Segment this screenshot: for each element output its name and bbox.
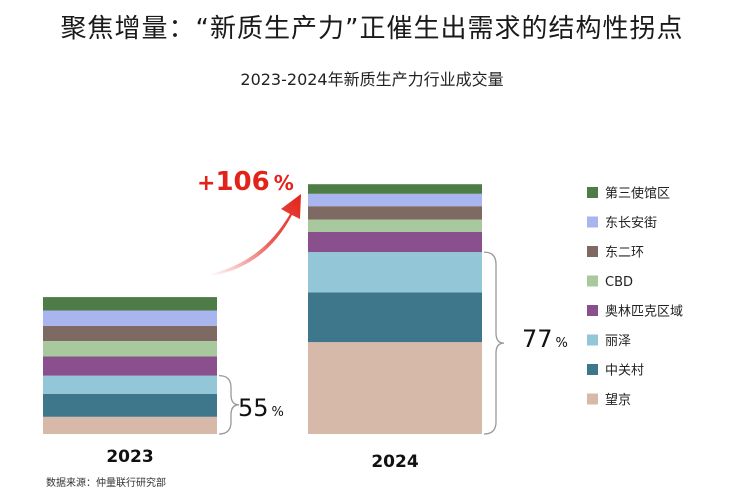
share-2024-unit: %: [556, 336, 568, 351]
legend-swatch-2: [587, 246, 598, 257]
data-source: 数据来源：仲量联行研究部: [46, 478, 166, 489]
bar-segment-2024-6: [308, 193, 482, 207]
legend-label-7: 望京: [605, 392, 631, 408]
share-2023-unit: %: [272, 405, 284, 420]
growth-arrow-icon: [210, 194, 301, 276]
legend-swatch-0: [587, 187, 598, 198]
share-2023-value: 55: [238, 394, 269, 422]
growth-label: +106%: [197, 167, 294, 197]
legend-label-3: CBD: [605, 275, 633, 290]
brace-2024: [483, 251, 505, 435]
bar-segment-2024-4: [308, 219, 482, 232]
bar-segment-2024-3: [308, 232, 482, 253]
legend-label-4: 奥林匹克区域: [605, 305, 683, 320]
category-label-2023: 2023: [106, 447, 153, 467]
bar-segment-2023-1: [43, 393, 217, 417]
chart-title: 2023-2024年新质生产力行业成交量: [240, 70, 504, 89]
bar-segment-2023-4: [43, 341, 217, 357]
bar-segment-2024-0: [308, 342, 482, 434]
bar-segment-2023-0: [43, 416, 217, 434]
legend-label-5: 丽泽: [605, 334, 631, 349]
legend-label-2: 东二环: [605, 246, 644, 261]
bar-segment-2024-5: [308, 206, 482, 220]
legend-swatch-3: [587, 275, 598, 287]
bar-segment-2023-3: [43, 356, 217, 376]
bar-segment-2023-7: [43, 297, 217, 311]
share-2023-label: 55%: [238, 394, 284, 422]
growth-value: 106: [215, 167, 269, 197]
bar-segment-2024-7: [308, 184, 482, 194]
growth-unit: %: [274, 171, 294, 195]
legend-label-0: 第三使馆区: [605, 186, 670, 202]
growth-sign: +: [197, 171, 215, 196]
legend-label-6: 中关村: [605, 364, 644, 379]
share-2024-value: 77: [522, 325, 553, 353]
share-2024-label: 77%: [522, 325, 568, 353]
page-title: 聚焦增量：“新质生产力”正催生出需求的结构性拐点: [60, 14, 684, 44]
brace-2023: [218, 374, 240, 435]
legend-swatch-5: [587, 334, 598, 346]
bar-segment-2024-1: [308, 292, 482, 343]
legend-swatch-6: [587, 364, 598, 375]
bar-segment-2024-2: [308, 252, 482, 293]
bar-segment-2023-6: [43, 310, 217, 326]
legend-swatch-4: [587, 305, 598, 316]
legend-label-1: 东长安街: [605, 216, 657, 231]
legend-swatch-7: [587, 393, 598, 405]
bar-segment-2023-5: [43, 325, 217, 342]
legend-swatch-1: [587, 216, 598, 228]
bar-segment-2023-2: [43, 375, 217, 394]
category-label-2024: 2024: [371, 452, 418, 472]
